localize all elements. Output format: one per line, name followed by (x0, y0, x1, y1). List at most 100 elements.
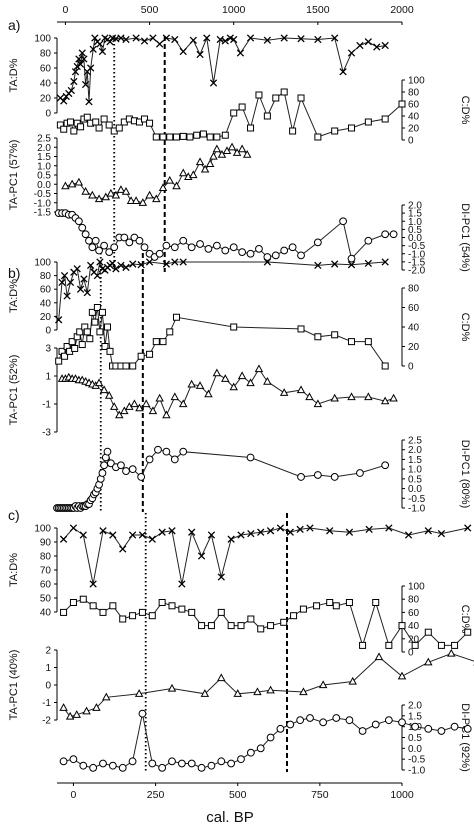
data-point-circle (85, 236, 93, 245)
data-point-square (159, 133, 167, 141)
data-point-circle (135, 236, 144, 245)
data-point-x (99, 527, 107, 535)
data-point-x (345, 528, 354, 536)
y-tick-label: 1.0 (408, 465, 422, 476)
data-point-triangle (121, 187, 131, 195)
data-point-x (331, 260, 339, 268)
data-point-x (86, 64, 95, 72)
data-point-square (137, 352, 145, 360)
data-point-square (83, 113, 91, 121)
y-tick-label: 60 (408, 100, 420, 111)
data-point-circle (217, 757, 226, 766)
data-point-triangle (109, 402, 119, 410)
y-tick-label: 0.5 (408, 733, 422, 744)
data-point-triangle (187, 379, 196, 388)
y-tick-label: 100 (408, 582, 425, 593)
top-x-tick-label: 1500 (306, 4, 330, 16)
data-point-x (128, 531, 137, 539)
series-triangle: -1.5-1.0-0.50.00.51.01.52.02.5 TA-PC1 (57… (8, 134, 58, 219)
data-point-square (297, 325, 305, 333)
data-point-circle (95, 246, 103, 255)
data-point-circle (246, 453, 255, 462)
data-point-circle (227, 759, 236, 768)
y-tick-label: 3 (45, 344, 51, 355)
data-point-square (77, 123, 85, 131)
y-tick-label: 80 (40, 271, 52, 282)
data-point-square (159, 338, 167, 346)
data-point-square (207, 622, 215, 630)
data-point-square (119, 615, 127, 623)
data-point-circle (246, 249, 255, 258)
data-point-circle (179, 447, 188, 456)
data-point-circle (128, 757, 137, 766)
y-tick-label: 0 (408, 362, 414, 373)
data-point-x (79, 531, 87, 539)
data-point-x (122, 35, 130, 44)
data-point-x (314, 261, 322, 270)
y-tick-label: -1 (42, 698, 51, 709)
data-point-triangle (134, 689, 144, 697)
data-point-x (257, 528, 265, 536)
data-point-square (451, 641, 459, 649)
data-point-triangle (204, 389, 213, 398)
y-tick-label: -0.5 (408, 755, 426, 766)
data-point-circle (74, 217, 83, 226)
y-tick-label: -3 (42, 428, 51, 439)
panel-label: a) (8, 17, 20, 33)
data-point-x (221, 37, 229, 45)
data-point-square (345, 599, 353, 606)
data-point-square (86, 335, 94, 343)
y-tick-label: 80 (408, 88, 420, 99)
data-point-x (140, 37, 149, 45)
data-point-triangle (67, 179, 77, 188)
y-tick-label: 0.0 (408, 484, 422, 495)
data-point-x (108, 259, 117, 268)
data-point-square (280, 88, 288, 96)
y-tick-label: -1.5 (408, 257, 426, 268)
data-point-circle (286, 720, 295, 729)
data-point-square (106, 347, 114, 355)
series-square: 0 20 40 60 80 100 C:D% (401, 582, 471, 659)
y-axis-title: C:D% (459, 96, 471, 125)
data-point-triangle (217, 150, 227, 158)
data-point-triangle (94, 378, 104, 387)
series-square: 0 20 40 60 80 C:D% (401, 284, 471, 373)
data-point-triangle (389, 393, 398, 402)
data-point-x (168, 527, 176, 535)
y-tick-label: 0.0 (408, 744, 422, 755)
data-point-x (155, 40, 164, 48)
y-axis-title: TA-PC1 (40%) (8, 650, 20, 721)
data-point-x (203, 34, 211, 42)
data-point-x (85, 98, 93, 106)
data-point-square (299, 605, 307, 613)
data-point-triangle (135, 403, 144, 412)
data-point-square (257, 625, 265, 633)
data-point-circle (88, 243, 97, 252)
data-point-circle (221, 246, 230, 255)
y-axis-title: TA-PC1 (52%) (8, 355, 20, 426)
data-point-x (424, 527, 432, 535)
data-point-circle (297, 251, 305, 260)
data-point-x (137, 261, 145, 269)
data-point-square (122, 362, 130, 370)
data-point-x (81, 80, 90, 89)
data-point-triangle (246, 378, 255, 387)
data-point-x (188, 528, 196, 536)
data-point-square (247, 615, 255, 623)
data-point-triangle (102, 692, 111, 701)
data-point-triangle (162, 410, 171, 419)
data-point-square (152, 133, 160, 141)
data-point-triangle (82, 706, 91, 715)
data-point-x (179, 258, 187, 266)
data-point-x (246, 34, 255, 42)
y-tick-label: 80 (408, 284, 420, 295)
data-point-triangle (222, 146, 232, 155)
data-point-triangle (167, 683, 177, 692)
data-point-square (105, 121, 113, 129)
bottom-x-tick-label: 1000 (390, 789, 414, 801)
data-point-circle (238, 248, 247, 257)
data-point-triangle (330, 393, 339, 402)
y-tick-label: 2.0 (37, 143, 51, 154)
data-point-circle (145, 455, 154, 464)
